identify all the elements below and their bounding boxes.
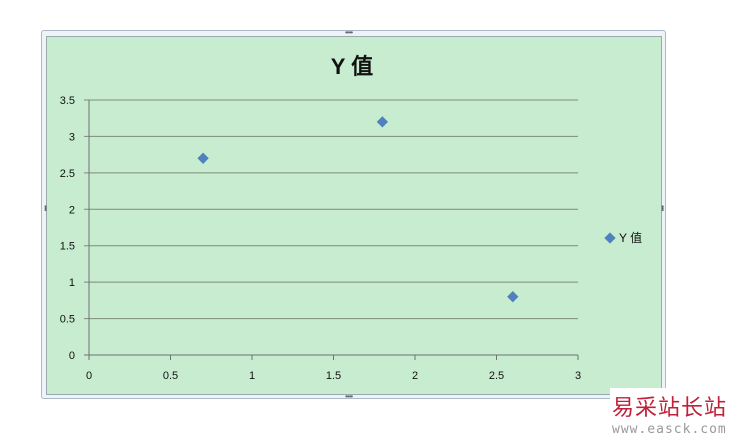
legend-label: Y 值: [619, 230, 642, 245]
x-tick-label: 0.5: [163, 370, 178, 382]
y-tick-label: 2.5: [60, 168, 75, 180]
watermark-name: 易采站长站: [612, 396, 728, 421]
x-tick-label: 2.5: [489, 370, 504, 382]
resize-handle-left[interactable]: •••: [41, 205, 50, 211]
data-point: [376, 116, 389, 128]
y-tick-label: 1.5: [60, 241, 75, 253]
watermark: 易采站长站 www.easck.com: [610, 388, 730, 445]
resize-handle-bottom[interactable]: ••••: [345, 392, 353, 401]
y-tick-label: 1: [69, 277, 75, 289]
chart-area[interactable]: [46, 36, 662, 395]
chart-title: Y 值: [331, 54, 373, 79]
x-tick-label: 0: [86, 370, 92, 382]
x-tick-label: 3: [575, 370, 581, 382]
y-tick-label: 0: [69, 350, 75, 362]
y-tick-label: 3.5: [60, 95, 75, 107]
resize-handle-right[interactable]: •••: [658, 205, 667, 211]
data-point: [507, 291, 519, 303]
watermark-url: www.easck.com: [612, 422, 727, 437]
x-tick-label: 1: [249, 370, 255, 382]
x-tick-label: 2: [412, 370, 418, 382]
y-tick-label: 0.5: [60, 314, 75, 326]
legend-marker: [604, 232, 616, 244]
y-tick-label: 2: [69, 204, 75, 216]
y-tick-label: 3: [69, 131, 75, 143]
resize-handle-top[interactable]: ••••: [345, 28, 353, 37]
legend[interactable]: Y 值: [604, 230, 642, 245]
x-tick-label: 1.5: [326, 370, 341, 382]
data-point: [197, 152, 209, 164]
